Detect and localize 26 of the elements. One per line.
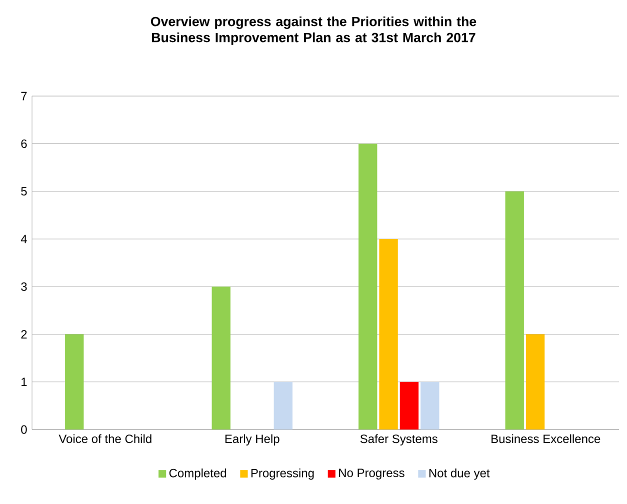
y-tick-label: 7 [21, 92, 27, 100]
bar [400, 382, 419, 430]
y-tick-label: 2 [21, 330, 27, 338]
bar [379, 238, 398, 430]
x-tick-label: Safer Systems [360, 434, 438, 446]
y-tick-label: 5 [21, 187, 27, 196]
x-tick-label: Business Excellence [492, 434, 600, 443]
chart-title: Overview progress against the Priorities within the Business Improvement Plan as at 31st March 2017 [150, 16, 476, 45]
y-tick-label: 0 [21, 425, 27, 434]
x-tick-label: Voice of the Child [58, 434, 152, 443]
bar [358, 144, 378, 430]
legend-label: Not due yet [429, 468, 490, 480]
bar [526, 334, 545, 430]
legend-label: No Progress [339, 468, 404, 480]
bar [420, 382, 440, 430]
y-tick-label: 3 [21, 282, 27, 291]
y-tick-label: 1 [22, 378, 27, 386]
bar [274, 382, 292, 430]
y-tick-label: 6 [21, 139, 27, 148]
x-tick-label: Early Help [225, 434, 280, 446]
legend-label: Completed [169, 468, 226, 480]
bar [65, 334, 84, 430]
bar [212, 286, 230, 430]
bar [505, 191, 524, 430]
legend-label: Progressing [251, 468, 314, 480]
y-tick-label: 4 [20, 234, 27, 243]
